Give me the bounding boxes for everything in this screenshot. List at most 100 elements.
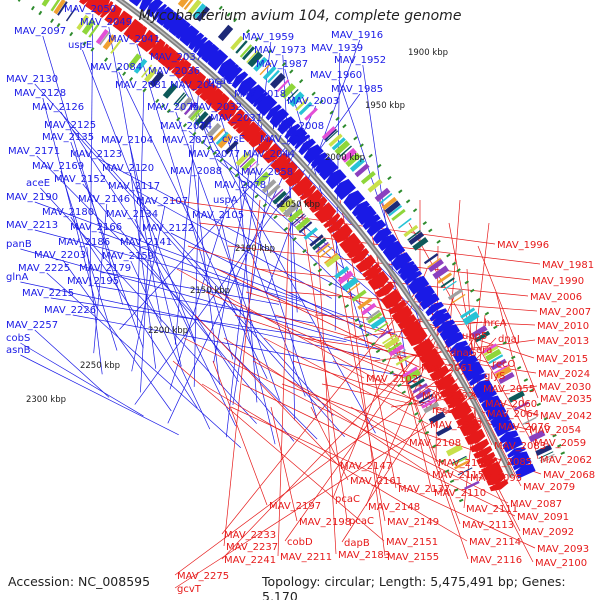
forward-gene-label: MAV_2097 [14,26,66,37]
forward-label-leader [136,89,145,327]
reverse-cds-arrow [443,389,464,405]
reverse-cog-band [41,0,50,7]
reverse-gene-label: MAV_2013 [537,336,589,347]
reverse-gene-label: glyS [484,371,505,382]
reverse-label-leader [223,337,431,475]
reverse-gene-label: MAV_2183 [338,550,390,561]
forward-cog-band [267,69,280,84]
reverse-label-leader [341,337,475,543]
forward-cog-band [460,307,476,319]
forward-cog-band [331,137,346,151]
forward-gene-label: MAV_2203 [34,250,86,261]
forward-label-leader [70,141,144,349]
forward-gene-label: MAV_2074 [160,121,212,132]
forward-cog-band [217,24,234,42]
reverse-gene-label: MAV_2083 [494,441,546,452]
reverse-label-leader [212,360,268,506]
forward-cds-arrow [196,39,214,58]
reverse-cog-band [162,82,178,99]
forward-cds-arrow [277,116,296,135]
accession-label: Accession: NC_008595 [8,574,151,589]
reverse-rna-mark [38,10,43,16]
reverse-cog-band [217,133,233,149]
forward-gene-label: MAV_2084 [90,62,142,73]
reverse-gene-label: MAV_2233 [224,530,276,541]
reverse-rna-mark [90,47,95,52]
forward-cog-band [235,40,248,54]
forward-cds-arrow [319,161,339,181]
reverse-gene-label: MAV_2095 [470,473,522,484]
reverse-gene-label: pcaC [335,494,360,505]
forward-rna-mark [436,239,441,244]
forward-cog-band [482,343,498,354]
reverse-cds-arrow [261,143,282,164]
forward-cog-band [378,193,393,205]
forward-cog-band [239,44,253,58]
forward-gene-label: MAV_2117 [108,181,160,192]
forward-gene-label: MAV_2031 [210,113,262,124]
forward-label-leader [60,170,118,351]
reverse-gene-label: MAV_2093 [537,544,589,555]
reverse-cog-band [391,349,406,359]
reverse-gene-label: MAV_2061 [421,363,473,374]
reverse-gene-label: hrcA [484,318,507,329]
reverse-label-leader [477,245,539,399]
forward-rna-mark [428,228,433,233]
forward-label-leader [131,205,166,372]
forward-cds-arrow [298,138,316,156]
forward-label-leader [62,259,172,412]
forward-gene-label: MAV_2225 [18,263,70,274]
reverse-label-leader [270,406,298,522]
reverse-label-leader [252,360,469,478]
forward-gene-label: MAV_2213 [6,220,58,231]
forward-gene-label: MAV_2226 [44,305,96,316]
reverse-gene-label: MAV_2030 [539,382,591,393]
reverse-cog-band [127,53,142,70]
reverse-gene-label: recO [492,359,516,370]
forward-cog-band [280,83,296,99]
forward-cds-arrow [188,32,205,51]
reverse-cog-band [418,393,434,404]
reverse-rna-mark [50,18,55,24]
forward-gene-label: MAV_2058 [241,167,293,178]
reverse-cog-band [254,171,271,187]
reverse-label-leader [299,199,348,521]
forward-rna-mark [319,99,324,104]
forward-rna-mark [368,153,373,158]
reverse-cog-band [175,93,187,107]
reverse-rna-mark [254,194,259,199]
reverse-cog-band [212,128,225,142]
reverse-cog-band [192,109,204,122]
reverse-cog-band [420,396,435,406]
forward-cds-arrow [310,152,328,169]
forward-gene-label: MAV_2141 [120,237,172,248]
forward-gene-label: MAV_2078 [214,180,266,191]
reverse-cog-band [76,14,89,31]
forward-cds-arrow [314,156,333,174]
forward-rna-mark [446,253,451,258]
reverse-gene-label: MAV_2060 [485,399,537,410]
forward-cds-arrow [490,412,511,429]
reverse-cog-band [421,398,437,409]
reverse-cog-band [319,246,333,258]
forward-gene-label: MAV_2081 [115,80,167,91]
forward-cds-arrow [397,261,415,275]
reverse-cds-arrow [401,319,422,337]
forward-cds-arrow [414,285,435,304]
forward-cog-band [286,89,299,102]
reverse-cds-arrow [391,305,413,324]
reverse-cds-arrow [278,160,298,180]
reverse-cog-band [415,388,432,400]
reverse-cog-band [194,111,209,126]
reverse-rna-mark [401,390,407,395]
reverse-gene-label: MAV_2085 [480,457,532,468]
reverse-cog-band [409,378,425,389]
reverse-cds-arrow [205,87,224,107]
reverse-rna-mark [344,304,350,309]
reverse-cog-band [282,202,299,218]
forward-label-leader [34,201,398,336]
reverse-gene-label: MAV_1990 [532,276,584,287]
reverse-cog-band [395,355,411,366]
scale-label: 2150 kbp [190,286,230,296]
reverse-cds-arrow [449,400,472,420]
